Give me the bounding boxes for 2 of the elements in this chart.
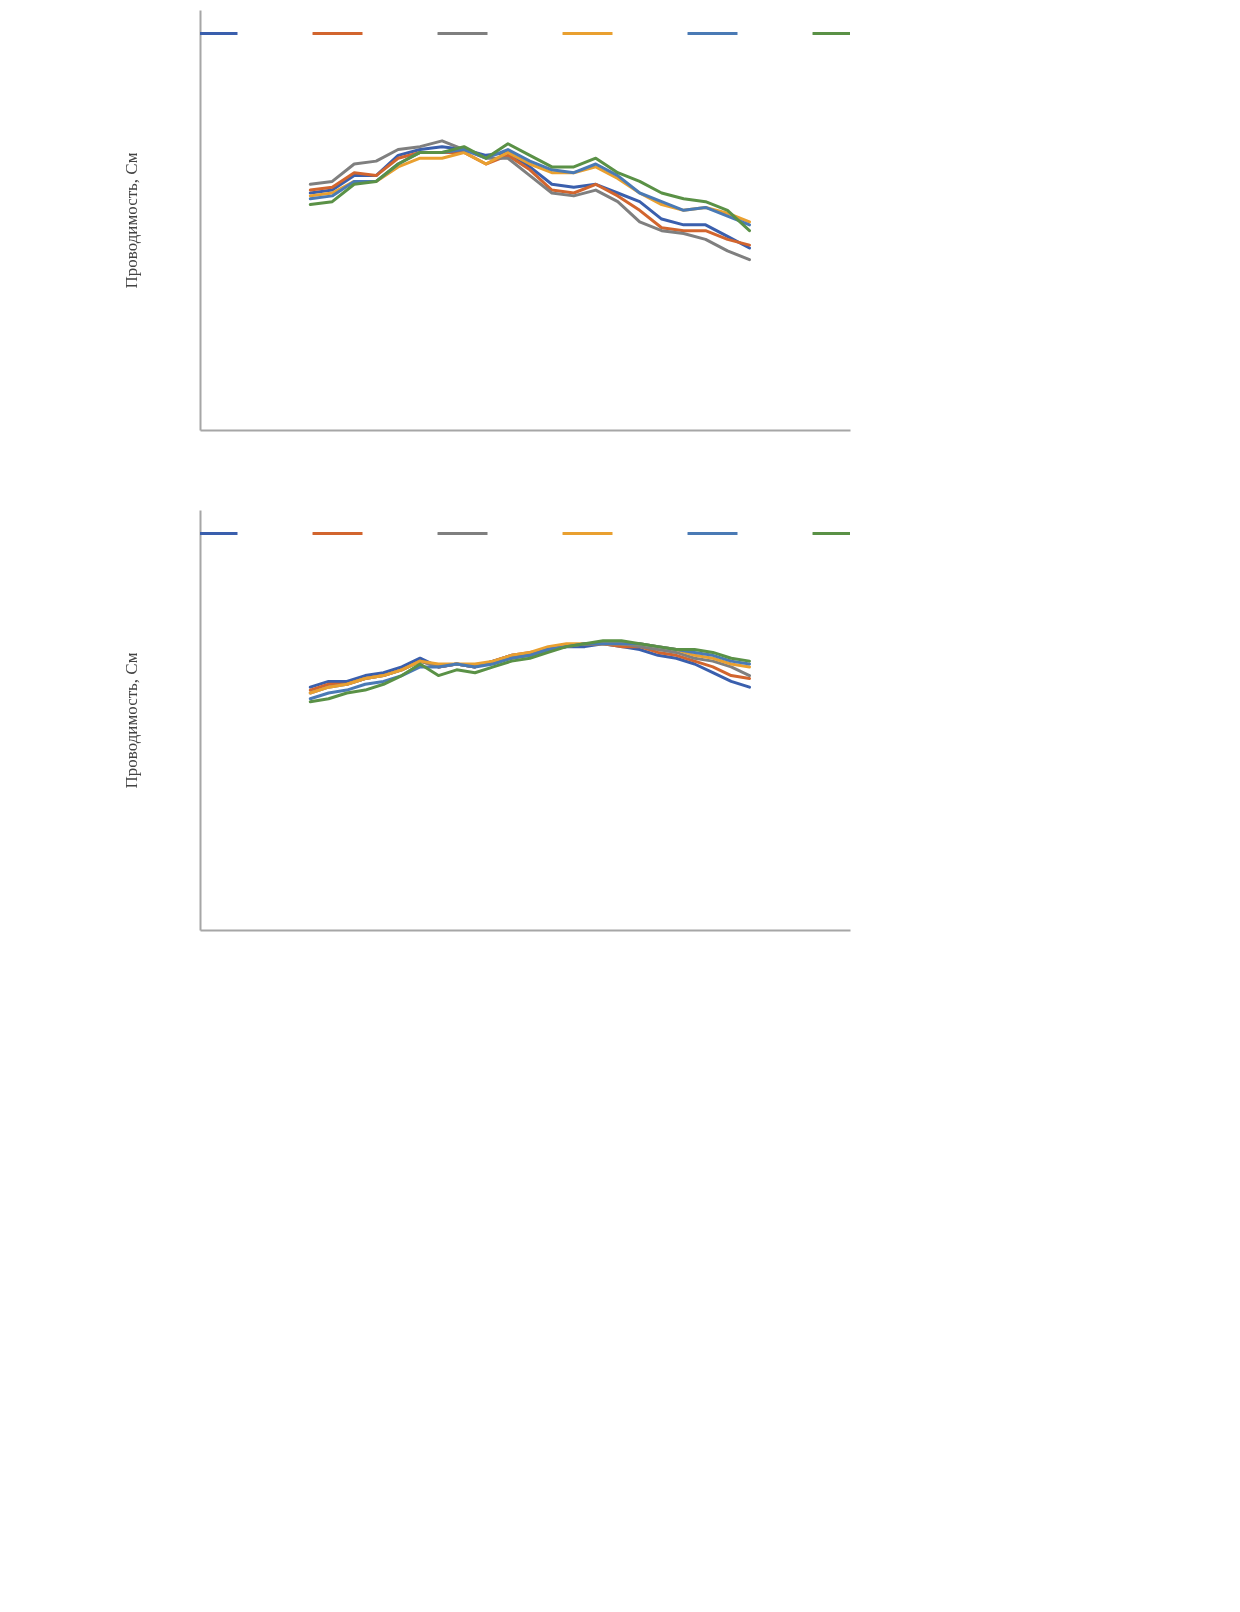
y-axis-title: Проводимость, См — [121, 652, 141, 789]
y-axis-title: Проводимость, См — [121, 152, 141, 289]
